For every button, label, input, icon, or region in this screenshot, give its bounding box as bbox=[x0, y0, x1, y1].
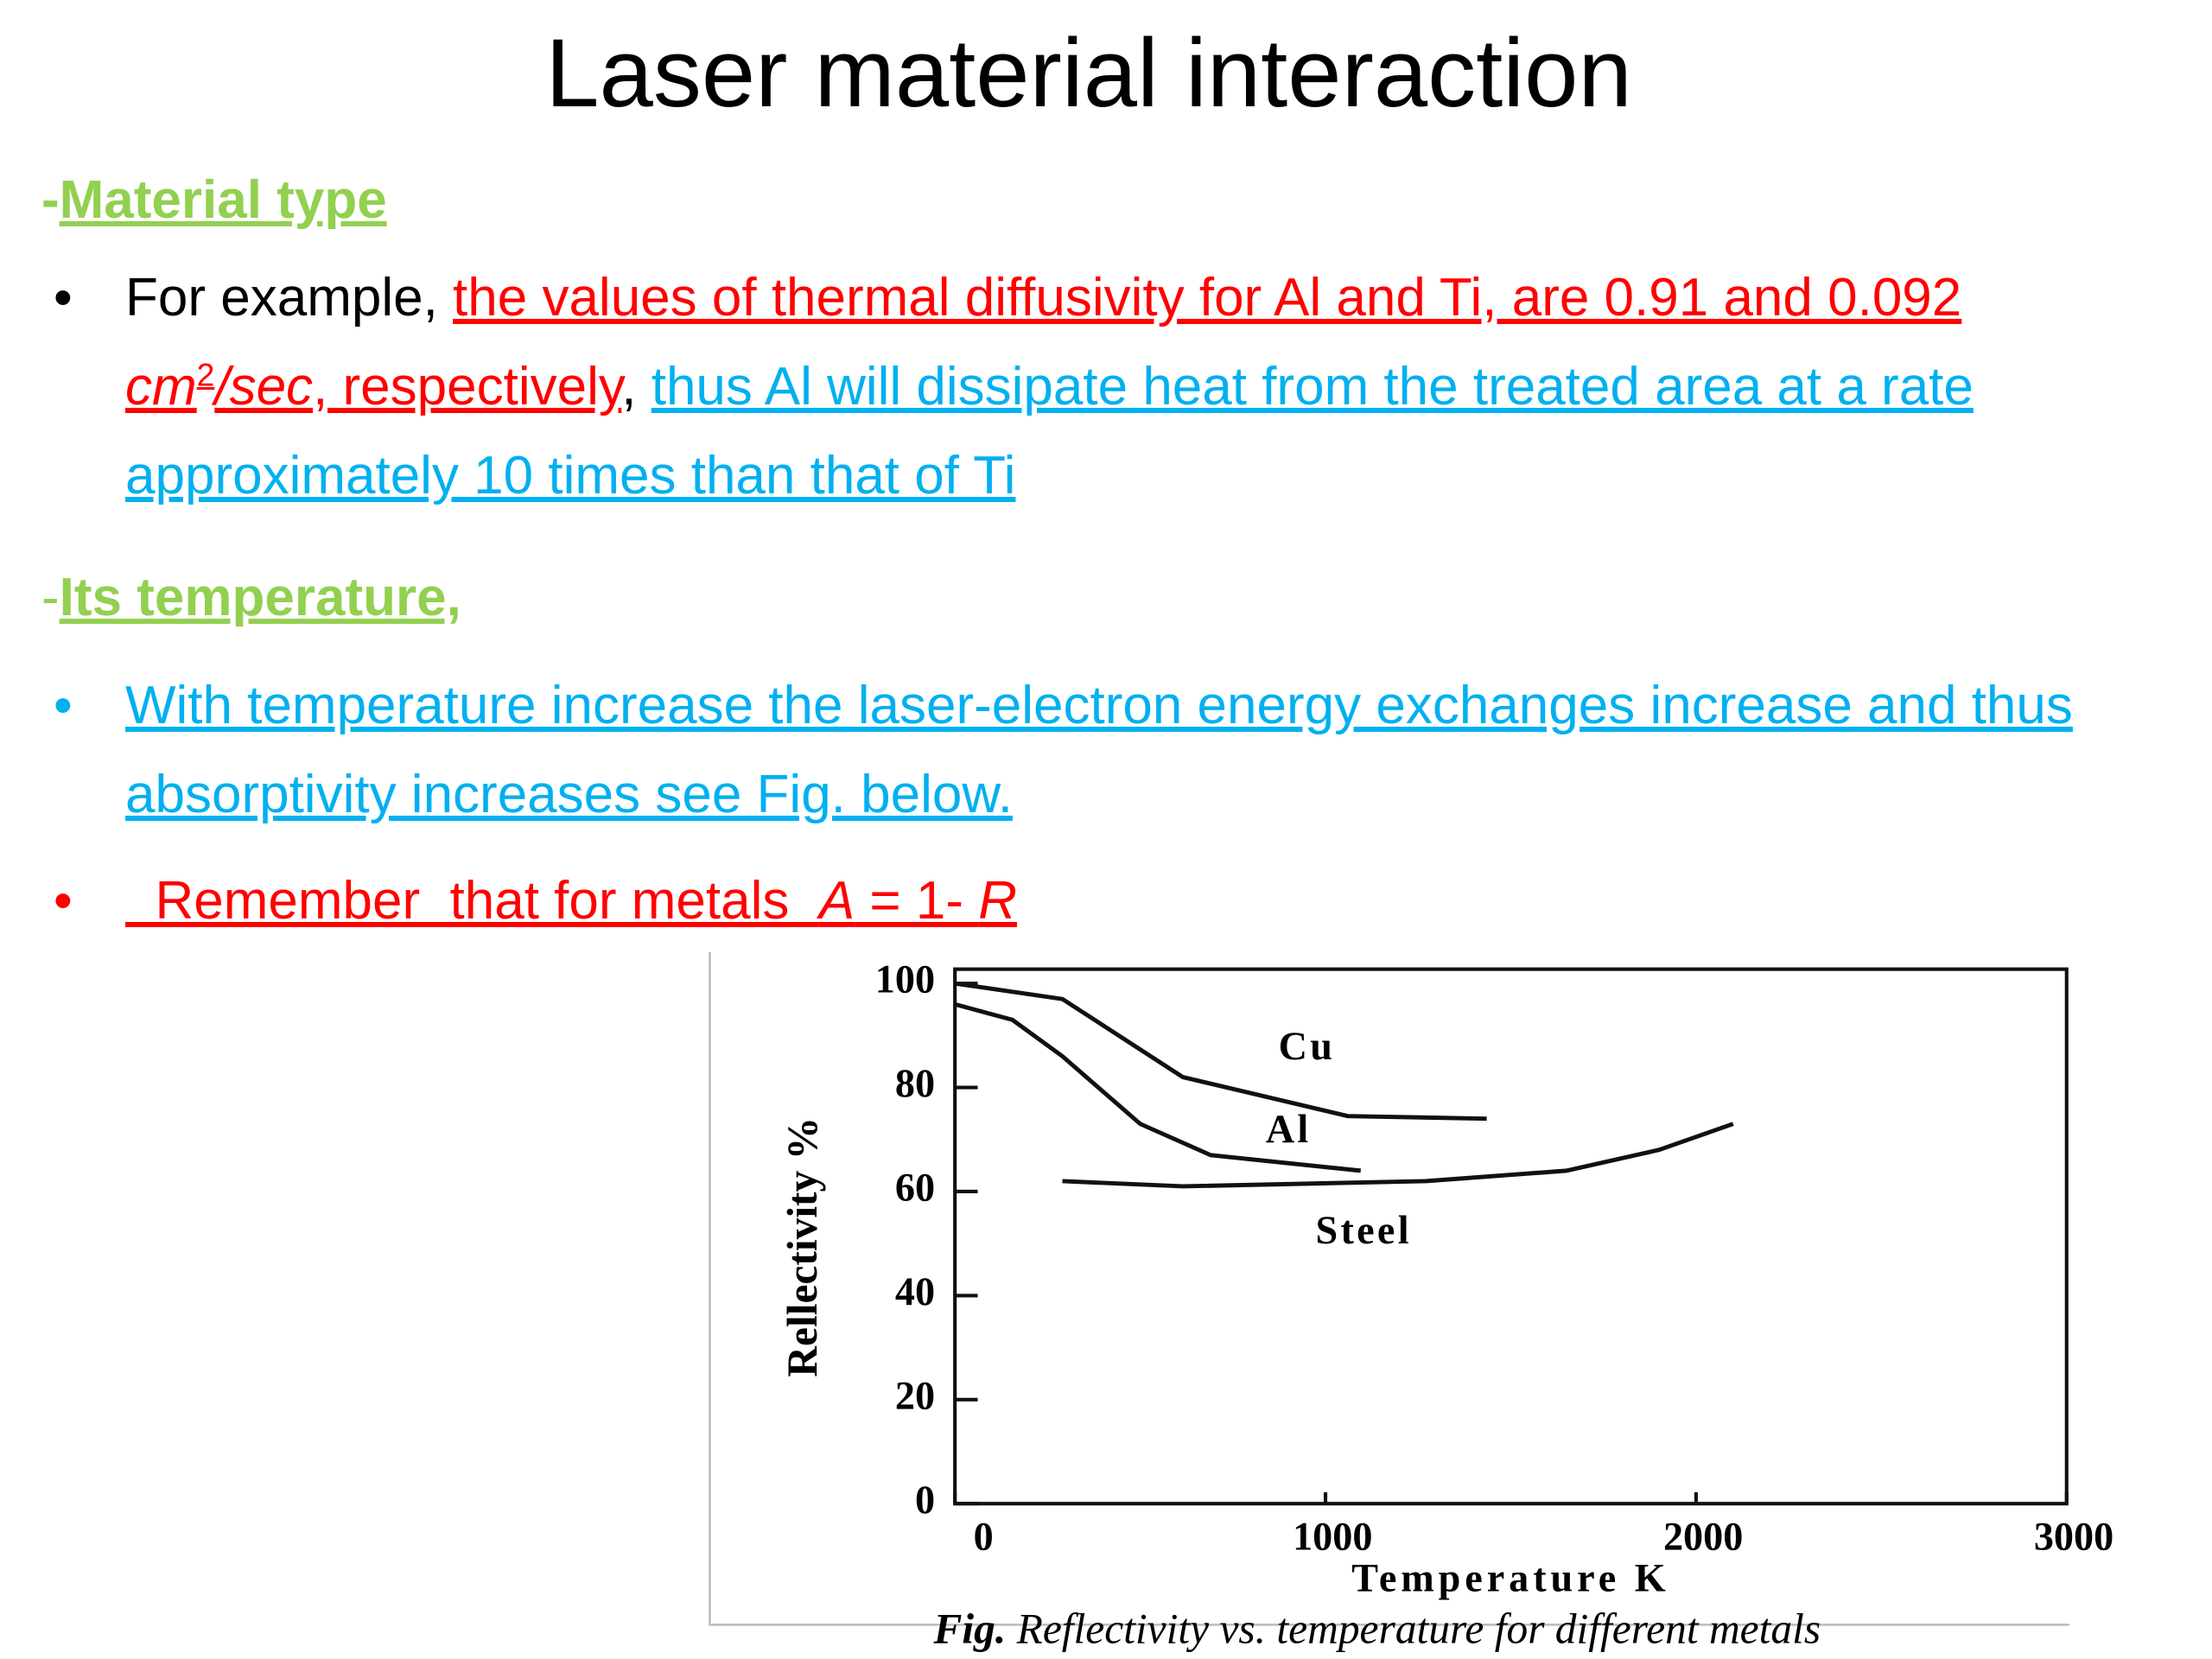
y-tick-label: 0 bbox=[915, 1478, 935, 1522]
y-tick-label: 100 bbox=[875, 957, 935, 1001]
bullet: For example, the values of thermal diffu… bbox=[41, 253, 2176, 520]
caption-text: Reflectivity vs. temperature for differe… bbox=[1006, 1605, 1821, 1653]
caption-label: Fig. bbox=[932, 1605, 1006, 1653]
text: /sec bbox=[214, 357, 314, 416]
section-heading: -Its temperature, bbox=[41, 553, 2176, 642]
plot-frame bbox=[953, 967, 2069, 1506]
y-tick-label: 60 bbox=[895, 1166, 935, 1210]
series-label: Cu bbox=[1279, 1024, 1336, 1068]
slide-title: Laser material interaction bbox=[545, 19, 1632, 127]
dash: - bbox=[41, 170, 60, 230]
x-axis-title: Temperature K bbox=[1351, 1556, 1669, 1600]
bullet: With temperature increase the laser-elec… bbox=[41, 661, 2176, 839]
heading-text: Its temperature, bbox=[59, 568, 461, 627]
section-heading: -Material type bbox=[41, 156, 2176, 245]
series-line bbox=[1062, 1122, 1734, 1189]
dash: - bbox=[41, 568, 60, 627]
bullet: Remember that for metals A = 1- R bbox=[41, 856, 2176, 945]
text: A bbox=[818, 871, 855, 931]
text: For example, bbox=[125, 268, 454, 327]
y-tick-label: 80 bbox=[895, 1061, 935, 1105]
x-tick-label: 0 bbox=[974, 1515, 994, 1559]
heading-text: Material type bbox=[59, 170, 387, 230]
series-label: Al bbox=[1266, 1107, 1312, 1151]
figure-border bbox=[709, 951, 2070, 1626]
y-tick-label: 40 bbox=[895, 1269, 935, 1313]
text: cm bbox=[125, 357, 197, 416]
y-axis-title: Rellectivity % bbox=[779, 1117, 826, 1377]
text: , bbox=[621, 357, 652, 416]
text: With temperature increase the laser-elec… bbox=[125, 676, 2073, 824]
x-tick-label: 2000 bbox=[1663, 1515, 1743, 1559]
series-line bbox=[954, 1001, 1362, 1173]
superscript: 2 bbox=[196, 356, 215, 393]
text: the values of thermal diffusivity for Al… bbox=[453, 268, 1962, 327]
x-tick-label: 1000 bbox=[1293, 1515, 1372, 1559]
series-label: Steel bbox=[1315, 1208, 1411, 1252]
y-tick-label: 20 bbox=[895, 1373, 935, 1417]
section: -Material type For example, the values o… bbox=[41, 156, 2176, 520]
series-line bbox=[954, 981, 1487, 1122]
text: thus Al will dissipate heat from the tre… bbox=[125, 357, 1974, 505]
x-tick-label: 3000 bbox=[2034, 1515, 2113, 1559]
caption: Fig. Reflectivity vs. temperature for di… bbox=[932, 1605, 1821, 1653]
text: = 1- bbox=[855, 871, 979, 931]
text: Remember that for metals bbox=[125, 871, 819, 931]
text: , respectively bbox=[313, 357, 622, 416]
section: -Its temperature, With temperature incre… bbox=[41, 553, 2176, 945]
text: R bbox=[978, 871, 1017, 931]
